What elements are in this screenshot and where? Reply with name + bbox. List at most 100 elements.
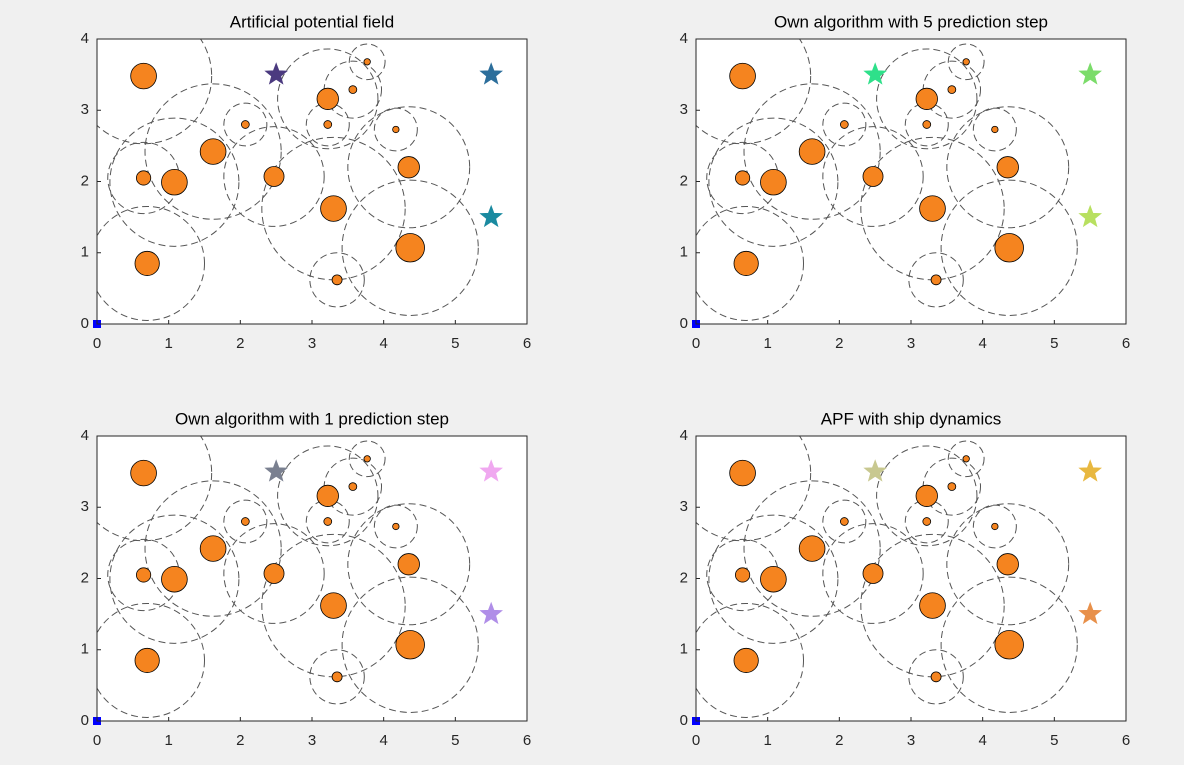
influence-circle: [223, 499, 268, 544]
influence-circle: [822, 499, 867, 544]
influence-circle: [223, 102, 268, 147]
influence-circle: [309, 649, 365, 705]
obstacle: [919, 592, 946, 619]
obstacle: [729, 459, 756, 487]
obstacle: [134, 250, 160, 276]
y-tick-label: 4: [81, 427, 89, 444]
obstacle: [323, 517, 333, 526]
subplot: 0 1 2 3 4 5 6 0 1 2 3 4 APF with ship dynamics: [680, 409, 1131, 749]
goal-star: [863, 62, 887, 85]
x-tick-label: 3: [308, 732, 316, 749]
y-tick-label: 0: [680, 315, 688, 332]
influence-circle: [144, 83, 282, 220]
obstacle: [199, 535, 227, 562]
x-tick-label: 4: [978, 335, 986, 352]
y-tick-label: 1: [81, 641, 89, 658]
obstacle: [760, 168, 787, 196]
obstacle: [862, 563, 884, 584]
obstacle: [798, 535, 826, 562]
influence-circle: [972, 107, 1017, 152]
goal-star: [1078, 204, 1102, 228]
x-tick-label: 1: [763, 335, 771, 352]
x-tick-label: 5: [1050, 335, 1058, 352]
influence-circle: [696, 436, 812, 542]
influence-circle: [743, 480, 881, 617]
obstacle: [161, 168, 188, 196]
y-tick-label: 2: [81, 569, 89, 586]
chart-title: Own algorithm with 5 prediction step: [774, 12, 1048, 31]
y-tick-label: 4: [81, 30, 89, 47]
x-tick-label: 6: [1122, 335, 1130, 352]
influence-circle: [97, 205, 205, 321]
obstacle: [996, 156, 1019, 179]
goal-star: [1078, 601, 1102, 625]
obstacle: [915, 87, 938, 110]
obstacle: [962, 58, 970, 66]
obstacle: [348, 482, 358, 491]
y-tick-label: 2: [81, 172, 89, 189]
influence-circle: [696, 602, 804, 718]
plot-area: [696, 436, 1078, 718]
influence-circle: [822, 102, 867, 147]
obstacle: [199, 138, 227, 165]
influence-circle: [109, 514, 240, 644]
y-tick-label: 0: [680, 712, 688, 729]
influence-circle: [708, 514, 839, 644]
goal-star: [479, 62, 503, 85]
subplot: 0 1 2 3 4 5 6 0 1 2 3 4 Own algorithm with 1 predict…: [81, 409, 532, 749]
y-tick-label: 0: [81, 315, 89, 332]
influence-circle: [347, 503, 471, 626]
y-tick-label: 1: [680, 244, 688, 261]
obstacle: [840, 120, 849, 129]
obstacle: [316, 87, 339, 110]
obstacle: [136, 567, 152, 583]
influence-circle: [373, 107, 418, 152]
obstacle: [991, 125, 999, 134]
obstacle: [241, 517, 250, 526]
x-tick-label: 5: [1050, 732, 1058, 749]
influence-circle: [822, 523, 924, 624]
influence-circle: [223, 523, 325, 624]
obstacle: [991, 522, 999, 531]
y-tick-label: 1: [81, 244, 89, 261]
obstacle: [130, 459, 157, 487]
obstacle: [320, 592, 347, 619]
obstacle: [840, 517, 849, 526]
influence-circle: [946, 106, 1070, 229]
influence-circle: [876, 48, 978, 150]
x-tick-label: 1: [763, 732, 771, 749]
influence-circle: [876, 445, 978, 547]
obstacle: [161, 565, 188, 593]
x-tick-label: 2: [835, 335, 843, 352]
obstacle: [735, 170, 751, 186]
influence-circle: [947, 440, 985, 478]
obstacle: [130, 62, 157, 90]
obstacle: [930, 274, 942, 286]
plot-area: [696, 39, 1078, 321]
influence-circle: [696, 39, 812, 145]
y-tick-label: 0: [81, 712, 89, 729]
chart-title: Artificial potential field: [230, 12, 394, 31]
x-tick-label: 0: [93, 732, 101, 749]
influence-circle: [144, 480, 282, 617]
obstacle: [134, 647, 160, 673]
obstacle: [760, 565, 787, 593]
y-tick-label: 3: [81, 101, 89, 118]
goal-star: [1078, 62, 1102, 85]
x-tick-label: 2: [835, 732, 843, 749]
influence-circle: [109, 117, 240, 247]
influence-circle: [341, 179, 479, 316]
x-tick-label: 4: [978, 732, 986, 749]
obstacle: [996, 553, 1019, 576]
goal-star: [479, 204, 503, 228]
influence-circle: [309, 252, 365, 308]
influence-circle: [908, 649, 964, 705]
influence-circle: [347, 106, 471, 229]
influence-circle: [97, 436, 213, 542]
y-tick-label: 3: [680, 101, 688, 118]
plot-area: [97, 436, 479, 718]
influence-circle: [223, 126, 325, 227]
obstacle: [733, 647, 759, 673]
x-tick-label: 0: [93, 335, 101, 352]
obstacle: [241, 120, 250, 129]
